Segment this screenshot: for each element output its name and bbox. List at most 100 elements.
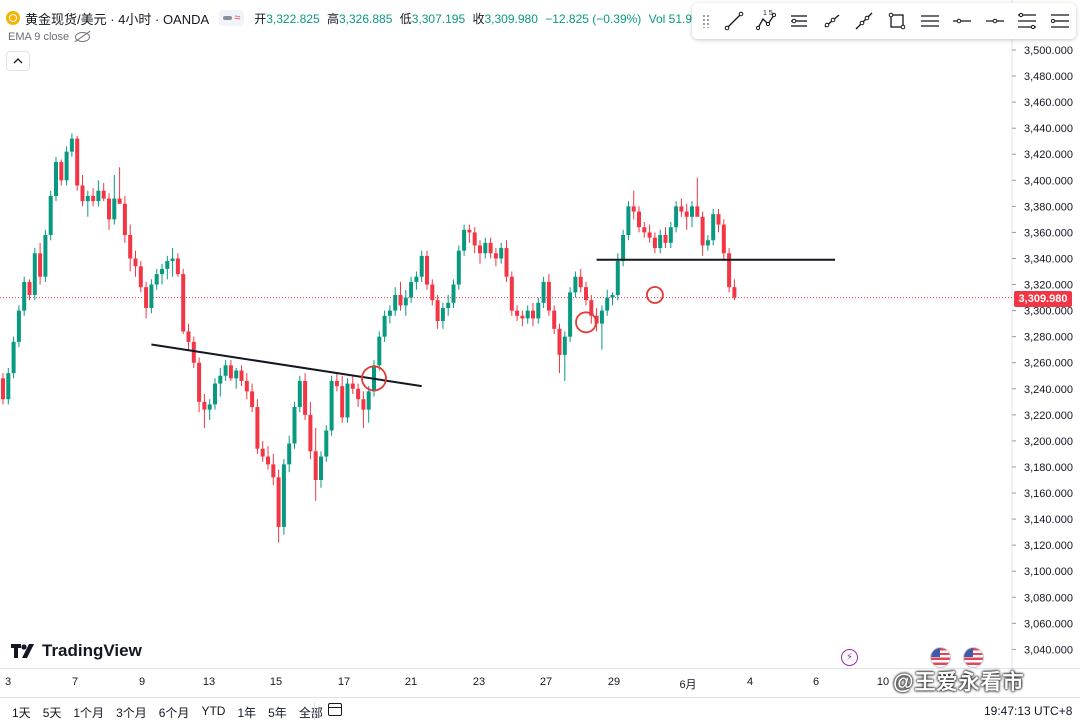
- calendar-icon[interactable]: [328, 703, 342, 716]
- candle-body: [329, 380, 334, 431]
- range-button[interactable]: 1个月: [73, 706, 105, 720]
- candle-body: [398, 294, 403, 306]
- candle-body: [515, 310, 520, 316]
- candle-body: [711, 214, 716, 241]
- chart-canvas[interactable]: 3,500.000 3,480.000 3,460.000 3,440.000 3,42…: [0, 0, 1080, 669]
- candle-body: [22, 281, 27, 311]
- chevron-up-icon: [13, 58, 23, 64]
- candle-body: [541, 281, 546, 303]
- range-button[interactable]: 1年: [237, 706, 257, 720]
- candle-body: [112, 198, 117, 220]
- horizontal-lines-icon[interactable]: [913, 3, 946, 39]
- candle-body: [91, 195, 96, 202]
- price-tick-label: 3,200.000: [1024, 436, 1073, 448]
- collapse-legend-button[interactable]: [6, 51, 30, 71]
- extended-line-icon[interactable]: [848, 3, 881, 39]
- range-button[interactable]: 3个月: [116, 706, 147, 720]
- symbol-title[interactable]: 黄金现货/美元 · 4小时 · OANDA: [25, 11, 210, 27]
- candle-body: [499, 248, 504, 259]
- lightning-icon[interactable]: ⚡: [841, 649, 858, 666]
- clock[interactable]: 19:47:13 UTC+8: [984, 704, 1073, 718]
- candle-body: [594, 315, 599, 324]
- candle-body: [276, 477, 281, 527]
- candle-body: [642, 227, 647, 233]
- price-tick-label: 3,420.000: [1024, 149, 1073, 161]
- candle-body: [387, 310, 392, 316]
- candle-body: [652, 237, 657, 249]
- candle-body: [409, 281, 414, 298]
- range-button[interactable]: 6个月: [158, 706, 190, 720]
- trend-line-icon[interactable]: [718, 3, 751, 39]
- candle-body: [250, 391, 255, 408]
- candle-body: [488, 242, 493, 254]
- candle-body: [732, 287, 737, 298]
- range-button[interactable]: 5年: [268, 706, 287, 720]
- candle-body: [96, 190, 101, 202]
- candle-body: [605, 297, 610, 311]
- candle-body: [599, 310, 604, 324]
- candle-body: [377, 336, 382, 366]
- range-button[interactable]: 全部: [298, 706, 323, 720]
- candle-body: [456, 250, 461, 285]
- candle-body: [75, 138, 80, 186]
- pitchfork-icon[interactable]: [1044, 3, 1077, 39]
- candle-body: [308, 414, 313, 452]
- candle-body: [6, 373, 11, 400]
- high-label: 高: [326, 11, 339, 26]
- wave-icon: ≈: [234, 12, 241, 24]
- candle-body: [345, 383, 350, 418]
- drawing-toolbar[interactable]: 1 5: [692, 3, 1076, 39]
- indicator-label[interactable]: EMA 9 close: [8, 31, 70, 43]
- candle-body: [85, 195, 90, 202]
- time-tick-label: 10: [876, 676, 890, 688]
- candle-body: [144, 287, 149, 308]
- us-flag-event-icon[interactable]: [964, 648, 983, 667]
- current-price-label: 3,309.980: [1014, 291, 1072, 307]
- drawings[interactable]: [151, 258, 836, 392]
- price-axis[interactable]: 3,500.000 3,480.000 3,460.000 3,440.000 3,42…: [1012, 45, 1073, 656]
- price-tick-label: 3,140.000: [1024, 514, 1073, 526]
- candle-body: [32, 253, 37, 295]
- range-button[interactable]: 5天: [42, 706, 62, 720]
- range-button[interactable]: 1天: [12, 706, 31, 720]
- tradingview-logo[interactable]: TradingView: [10, 641, 142, 661]
- candle-body: [668, 227, 673, 243]
- candle-body: [578, 276, 583, 288]
- range-button[interactable]: YTD: [201, 704, 226, 718]
- rectangle-icon[interactable]: [881, 3, 914, 39]
- candle-body: [361, 399, 366, 410]
- open-label: 开: [254, 11, 267, 26]
- candle-body: [181, 274, 186, 332]
- candle-body: [366, 391, 371, 410]
- xabcd-pattern-icon[interactable]: 1 5: [750, 3, 783, 39]
- candle-body: [663, 235, 668, 243]
- us-flag-event-icon[interactable]: [931, 648, 950, 667]
- candle-body: [69, 138, 74, 152]
- time-tick-label: 6月: [679, 679, 697, 691]
- horizontal-ray-icon[interactable]: [978, 3, 1011, 39]
- drag-handle-icon[interactable]: [702, 14, 710, 28]
- time-tick-label: 3: [4, 676, 12, 688]
- indicator-legend[interactable]: EMA 9 close: [8, 31, 91, 43]
- candle-body: [679, 206, 684, 212]
- candle-body: [615, 261, 620, 295]
- price-tick-label: 3,280.000: [1024, 332, 1073, 344]
- horizontal-line-icon[interactable]: [946, 3, 979, 39]
- hide-eye-icon[interactable]: [75, 32, 91, 42]
- time-tick-label: 23: [472, 676, 486, 688]
- candle-body: [80, 185, 85, 202]
- ray-icon[interactable]: [816, 3, 849, 39]
- market-status-pill[interactable]: ≈: [219, 10, 245, 26]
- fib-retracement-icon[interactable]: [1011, 3, 1044, 39]
- candle-body: [430, 284, 435, 301]
- support-trend-line: [151, 343, 422, 388]
- candle-body: [59, 162, 64, 181]
- time-tick-label: 15: [269, 676, 283, 688]
- time-axis[interactable]: 3 7 9 13 15 17 21 23 27 29 6月 4 6 10: [0, 669, 1080, 693]
- parallel-channel-icon[interactable]: [783, 3, 816, 39]
- candle-body: [435, 300, 440, 322]
- price-tick-label: 3,300.000: [1024, 306, 1073, 318]
- candle-body: [287, 443, 292, 465]
- price-tick-label: 3,320.000: [1024, 280, 1073, 292]
- candle-body: [478, 245, 482, 254]
